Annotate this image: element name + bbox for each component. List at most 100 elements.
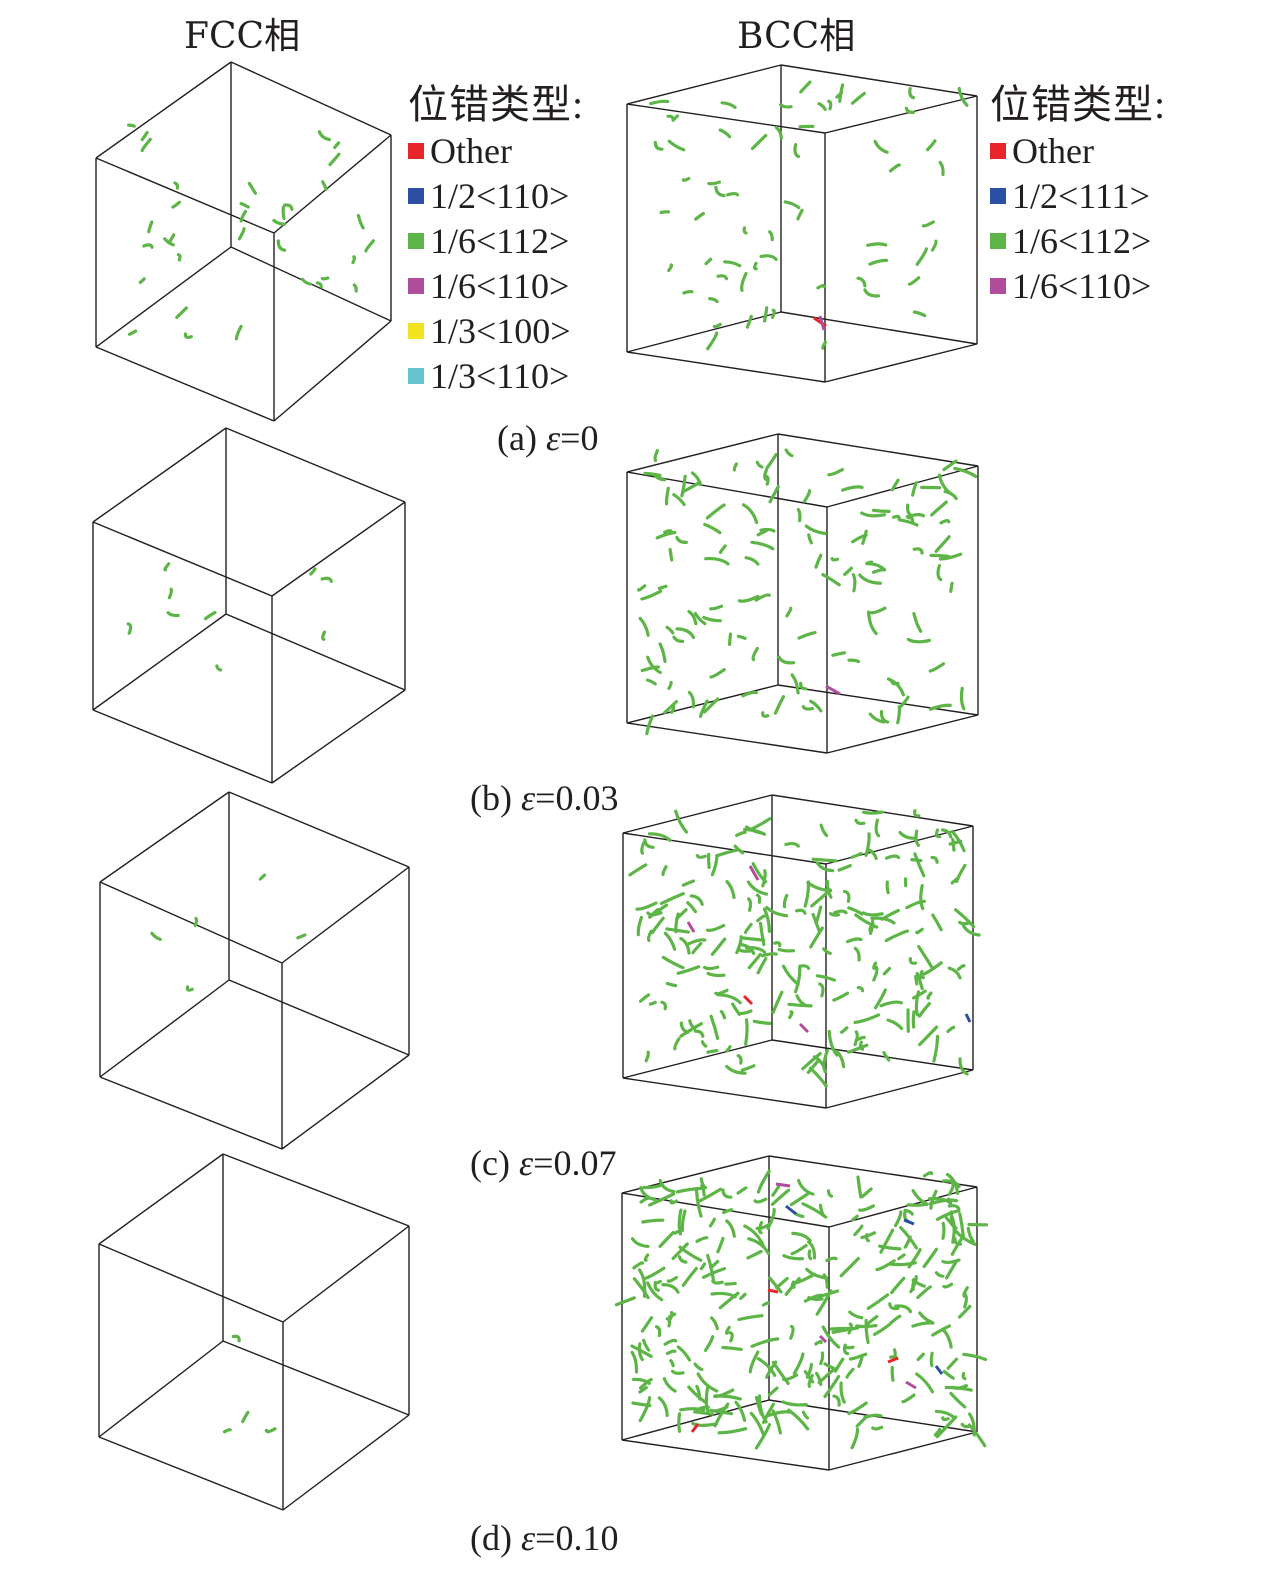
dislocation-segment (765, 1360, 778, 1379)
dislocation-segment (928, 662, 946, 673)
dislocation-segment (671, 1242, 689, 1261)
dislocation-segment (756, 956, 768, 975)
panel-caption-b: (b) ε=0.03 (470, 778, 618, 818)
dislocation-segment (905, 503, 913, 517)
dislocation-segment (705, 923, 726, 932)
dislocation-segment (757, 1221, 764, 1235)
dislocation-segment (885, 880, 890, 895)
dislocation-segment (851, 573, 857, 593)
dislocation-segment (943, 490, 958, 501)
dislocation-segment (782, 1254, 805, 1261)
dislocation-segment (740, 1064, 756, 1072)
dislocation-segment (821, 1325, 841, 1349)
dislocation-segment (777, 655, 796, 665)
caption-label: (c) (470, 1143, 510, 1183)
dislocation-segment (830, 557, 839, 562)
dislocation-segment (797, 631, 817, 640)
dislocation-segment (654, 1325, 662, 1338)
dislocation-segment (955, 863, 967, 883)
bcc-phase-header: BCC相 (737, 16, 856, 57)
dislocation-segment (751, 646, 759, 662)
dislocation-segment (167, 233, 176, 245)
dislocation-segment (771, 1360, 790, 1386)
dislocation-segment (768, 1276, 783, 1294)
dislocation-segment (819, 823, 829, 838)
dislocation-segment (938, 160, 945, 177)
dislocation-segment (628, 863, 648, 877)
dislocation-segment (300, 277, 312, 286)
dislocation-segment (754, 593, 771, 602)
dislocation-segment (691, 1421, 719, 1427)
dislocation-segment (863, 288, 880, 298)
dislocation-segment (847, 658, 861, 664)
dislocation-segment (890, 478, 900, 492)
dislocation-segment (739, 1009, 753, 1016)
dislocation-segment (714, 988, 729, 996)
dislocation-segment (794, 966, 802, 994)
dislocation-segment (796, 1272, 817, 1284)
dislocation-segment (694, 211, 705, 221)
dislocation-segment (950, 1236, 964, 1256)
dislocation-segment (949, 1214, 956, 1244)
dislocation-segment (642, 1183, 663, 1190)
dislocation-segment (814, 553, 823, 569)
dislocation-segment (885, 854, 901, 860)
dislocation-segment (918, 1002, 931, 1018)
dislocation-segment (930, 239, 938, 252)
dislocation-segment (801, 1410, 810, 1420)
dislocation-segment (809, 699, 823, 713)
dislocation-segment (818, 1334, 828, 1344)
dislocation-segment (898, 695, 910, 710)
dislocation-segment (635, 901, 658, 911)
bcc-legend-item: Other (990, 128, 1166, 173)
legend-label: 1/2<110> (430, 175, 570, 216)
dislocation-segment (846, 937, 863, 944)
dislocation-segment (860, 511, 887, 518)
dislocation-segment (960, 1422, 970, 1429)
dislocation-segment (658, 642, 667, 663)
legend-swatch (990, 187, 1006, 204)
dislocation-segment (706, 971, 726, 978)
dislocation-segment (676, 965, 701, 975)
dislocation-segment (761, 869, 767, 888)
dislocation-segment (657, 584, 668, 590)
dislocation-segment (894, 1304, 913, 1314)
dislocation-segment (696, 1372, 719, 1393)
dislocation-segment (957, 86, 969, 107)
dislocation-segment (703, 697, 720, 714)
dislocation-segment (850, 851, 863, 859)
dislocation-segment (669, 1199, 678, 1205)
dislocation-segment (140, 130, 149, 142)
dislocation-segment (934, 1365, 944, 1375)
dislocation-segment (676, 1345, 692, 1362)
dislocation-segment (750, 540, 775, 551)
dislocation-segment (710, 1291, 737, 1299)
dislocation-segment (725, 1219, 736, 1238)
dislocation-segment (906, 637, 931, 644)
dislocation-segment (659, 210, 670, 215)
dislocation-segment (922, 961, 943, 976)
legend-swatch (408, 232, 424, 249)
dislocation-segment (918, 1311, 935, 1325)
dislocation-segment (640, 665, 660, 673)
dislocation-segment (768, 485, 780, 504)
dislocation-segment (321, 630, 327, 641)
bcc-box-b (626, 433, 979, 754)
dislocation-segment (660, 1000, 667, 1011)
dislocation-segment (962, 1352, 988, 1362)
dislocation-segment (828, 1366, 838, 1374)
dislocation-segment (750, 1337, 780, 1348)
dislocation-segment (666, 114, 675, 121)
dislocation-segment (663, 931, 677, 951)
dislocation-segment (961, 1371, 967, 1381)
dislocation-segment (706, 331, 719, 351)
dislocation-segment (905, 899, 926, 910)
dislocation-segment (862, 810, 885, 815)
dislocation-segment (644, 1266, 666, 1280)
dislocation-segment (700, 1184, 706, 1197)
dislocation-segment (681, 1266, 698, 1287)
dislocation-segment (782, 893, 789, 909)
dislocation-segment (695, 1405, 710, 1412)
dislocation-segment (915, 247, 928, 266)
dislocation-segment (847, 906, 864, 916)
